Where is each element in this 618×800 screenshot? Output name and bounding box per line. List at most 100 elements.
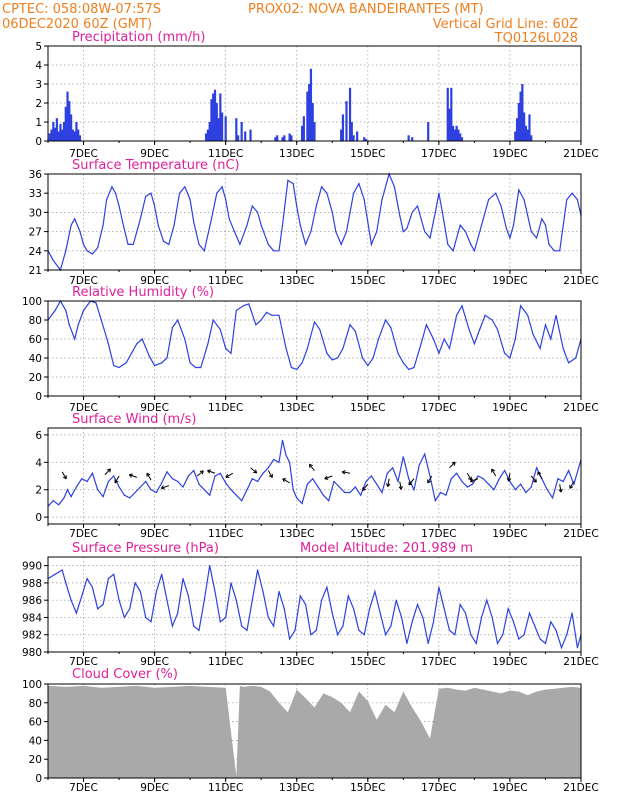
wind-point [568,469,570,472]
pres-point [576,647,579,649]
temp-point [358,183,360,185]
wind-arrow-head [408,481,410,485]
wind-point [209,494,211,496]
pres-point [145,616,147,619]
pres-point [230,582,232,584]
pres-point [315,629,317,632]
cloud-frame [47,683,582,779]
wind-arrow-head [470,480,474,483]
temp-point [189,199,191,201]
wind-point [292,489,294,491]
wind-arrow [427,475,433,484]
wind-point [349,491,351,494]
temp-point [512,224,515,226]
pres-point [496,642,499,645]
cloud-ytick-label: 0 [35,773,42,785]
header-grid-note: Vertical Grid Line: 60Z [433,17,578,32]
pres-point [61,569,63,571]
wind-point [102,496,104,498]
wind-xtick-label: 9DEC [140,528,169,540]
wind-point [328,500,330,502]
temp-xtick-label: 19DEC [492,275,527,287]
pres-point [337,634,339,636]
wind-point [440,491,442,494]
precip-bar [460,137,464,141]
rh-point [456,314,458,316]
temp-point [150,192,152,194]
wind-point [477,475,479,477]
pres-point [219,621,221,623]
header-station: PROX02: NOVA BANDEIRANTES (MT) [248,2,484,17]
pres-xtick-label: 9DEC [140,656,169,668]
precip-bar [288,133,291,141]
rh-point [514,338,516,340]
wind-point [241,500,243,502]
rh-point [377,338,380,340]
wind-arrow-head [400,485,403,490]
wind-point [386,472,388,474]
wind-xtick-label: 19DEC [492,528,527,540]
precip-bar [345,101,348,141]
wind-point [514,489,516,491]
rh-point [265,311,268,313]
wind-arrow-head [362,488,367,491]
precip-bar [341,114,345,141]
rh-point [219,328,221,331]
pres-xtick-label: 17DEC [421,656,456,668]
rh-point [425,324,427,326]
rh-point [555,314,557,316]
temp-point [86,250,88,252]
rh-point [161,362,163,364]
precip-bar [519,91,522,141]
wind-point [182,486,184,488]
rh-point [473,343,475,345]
temp-point [132,243,134,245]
pres-ytick-label: 984 [22,612,42,624]
wind-arrow [282,478,290,484]
wind-point [203,489,205,491]
wind-xtick-label: 17DEC [421,528,456,540]
rh-point [100,319,102,321]
temp-xtick-label: 7DEC [69,275,98,287]
temp-point [416,205,419,207]
rh-point [372,357,374,359]
wind-point [381,491,383,494]
wind-point [155,491,157,494]
temp-point [91,253,93,255]
rh-ytick-label: 20 [29,372,42,384]
temp-point [367,221,369,223]
precip-xtick-label: 17DEC [421,148,456,160]
wind-point [344,491,346,494]
pres-point [358,629,360,632]
pres-point [102,603,104,606]
precip-bar [68,101,71,141]
wind-point [52,500,54,502]
precip-bar [206,129,209,141]
precip-ytick-label: 3 [35,79,42,91]
precip-bar [302,116,305,141]
wind-arrow [250,467,257,474]
precip-bar [221,112,224,141]
pres-point [438,586,440,588]
precip-bar [54,127,57,141]
wind-arrow [104,468,111,475]
precip-bar [69,114,73,141]
temp-point [452,250,454,252]
temp-point [429,237,431,239]
temp-ytick-label: 36 [29,169,43,181]
rh-xtick-label: 7DEC [69,402,98,414]
temp-point [198,243,200,245]
temp-point [335,231,337,233]
cloud-xtick-label: 19DEC [492,782,527,794]
precip-bar [427,122,430,141]
wind-arrow [508,473,511,482]
wind-point [107,480,109,483]
temp-point [139,218,141,220]
wind-arrow [207,470,216,474]
temp-point [260,224,262,226]
temp-point [376,231,378,233]
rh-point [397,352,399,354]
temp-point [576,199,579,201]
temp-point [363,199,365,201]
